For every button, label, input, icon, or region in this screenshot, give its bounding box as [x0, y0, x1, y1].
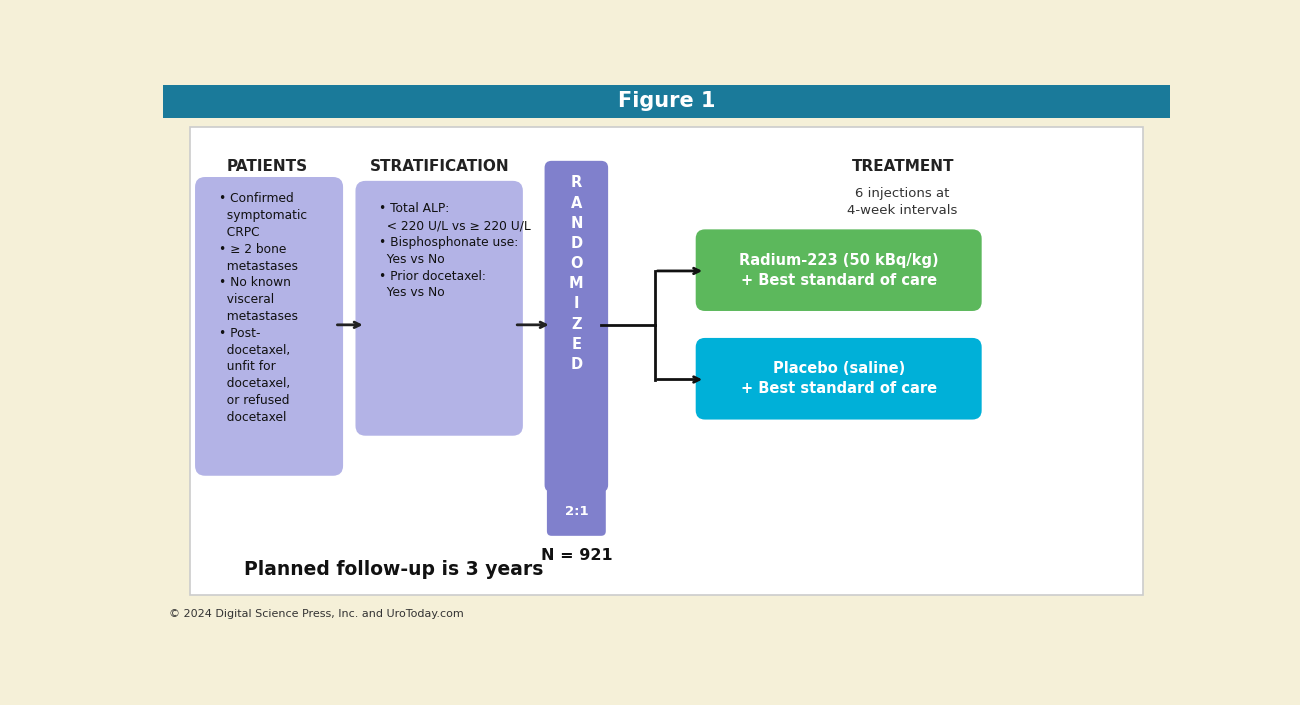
- Text: Planned follow-up is 3 years: Planned follow-up is 3 years: [244, 560, 543, 580]
- Text: 2:1: 2:1: [564, 505, 588, 517]
- Text: Figure 1: Figure 1: [618, 91, 715, 111]
- Text: TREATMENT: TREATMENT: [852, 159, 954, 175]
- Text: R
A
N
D
O
M
I
Z
E
D: R A N D O M I Z E D: [569, 176, 584, 372]
- FancyBboxPatch shape: [195, 177, 343, 476]
- FancyBboxPatch shape: [190, 127, 1143, 595]
- Text: 6 injections at
4-week intervals: 6 injections at 4-week intervals: [848, 188, 958, 217]
- Text: • Total ALP:
  < 220 U/L vs ≥ 220 U/L
• Bisphosphonate use:
  Yes vs No
• Prior : • Total ALP: < 220 U/L vs ≥ 220 U/L • Bi…: [378, 202, 530, 300]
- Text: Placebo (saline)
+ Best standard of care: Placebo (saline) + Best standard of care: [741, 362, 937, 396]
- Text: Radium-223 (50 kBq/kg)
+ Best standard of care: Radium-223 (50 kBq/kg) + Best standard o…: [738, 253, 939, 288]
- Bar: [162, 85, 1170, 118]
- FancyBboxPatch shape: [696, 338, 982, 419]
- Text: • Confirmed
  symptomatic
  CRPC
• ≥ 2 bone
  metastases
• No known
  visceral
 : • Confirmed symptomatic CRPC • ≥ 2 bone …: [220, 192, 307, 424]
- Text: N = 921: N = 921: [541, 548, 612, 563]
- FancyBboxPatch shape: [696, 229, 982, 311]
- Text: © 2024 Digital Science Press, Inc. and UroToday.com: © 2024 Digital Science Press, Inc. and U…: [169, 608, 463, 618]
- FancyBboxPatch shape: [545, 161, 608, 492]
- Text: PATIENTS: PATIENTS: [226, 159, 308, 175]
- Text: STRATIFICATION: STRATIFICATION: [370, 159, 510, 175]
- FancyBboxPatch shape: [355, 181, 523, 436]
- FancyBboxPatch shape: [547, 486, 606, 536]
